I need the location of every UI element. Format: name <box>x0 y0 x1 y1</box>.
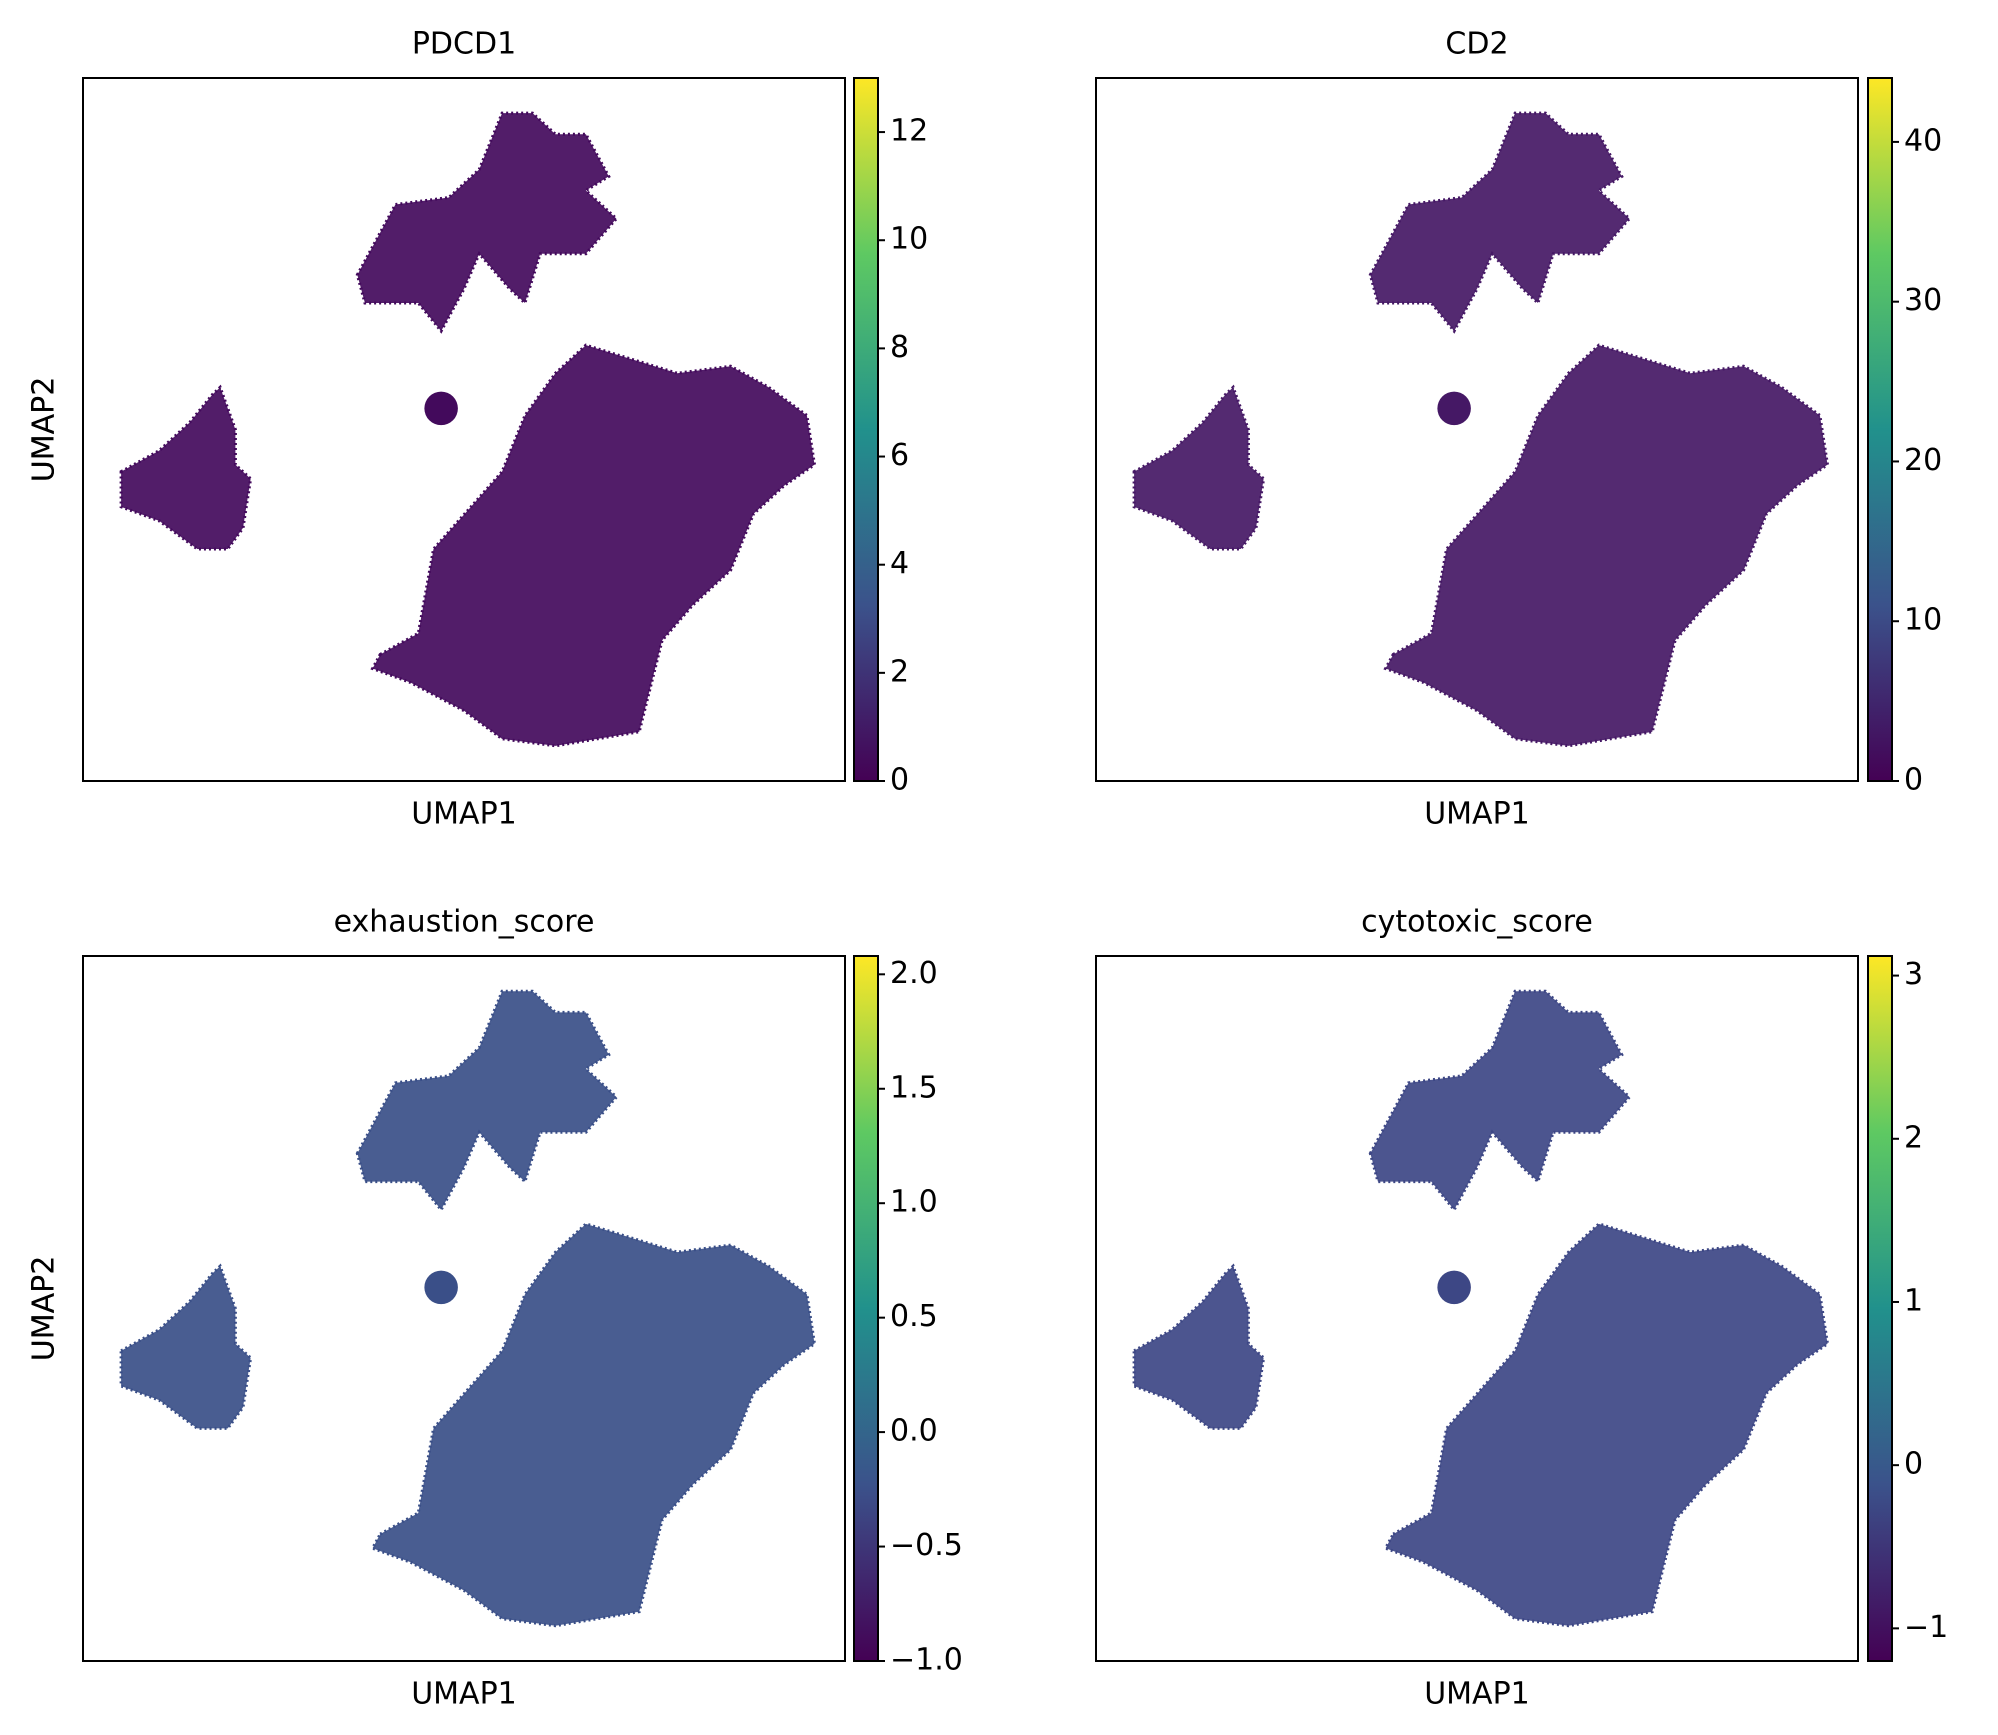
cell-cluster <box>119 1263 253 1430</box>
colorbar-tick-label: 1 <box>1904 1283 1923 1318</box>
colorbar-tick-label: 2 <box>890 654 909 689</box>
colorbar-tick-label: 0.5 <box>890 1299 938 1334</box>
colorbar-tick-label: 2.0 <box>890 956 938 991</box>
colorbar-tick-label: 3 <box>1904 957 1923 992</box>
cell-cluster <box>355 989 619 1213</box>
colorbar-tick-label: 0 <box>1904 763 1923 798</box>
cell-cluster <box>370 1222 817 1628</box>
cell-cluster <box>370 343 817 748</box>
plot-frame <box>1095 77 1859 782</box>
panel-title: cytotoxic_score <box>1361 905 1593 940</box>
cell-cluster <box>1132 384 1266 551</box>
colorbar-tick-label: 1.5 <box>890 1070 938 1105</box>
cell-cluster <box>1437 1270 1471 1305</box>
colorbar-tick-label: 20 <box>1904 443 1942 478</box>
x-axis-label: UMAP1 <box>411 1677 517 1712</box>
cell-cluster <box>424 1270 458 1305</box>
cell-cluster <box>1132 1263 1266 1430</box>
colorbar-tick-label: 12 <box>890 114 928 149</box>
colorbar-tick-label: 30 <box>1904 283 1942 318</box>
plot-frame <box>82 955 846 1662</box>
x-axis-label: UMAP1 <box>411 797 517 832</box>
colorbar <box>1867 77 1893 782</box>
cell-cluster <box>1368 111 1632 334</box>
colorbar-tick-label: 1.0 <box>890 1185 938 1220</box>
colorbar-tick-label: 0 <box>1904 1447 1923 1482</box>
cell-cluster <box>1383 343 1830 748</box>
colorbar-tick-label: −1.0 <box>890 1643 963 1678</box>
colorbar-tick-label: 2 <box>1904 1120 1923 1155</box>
plot-frame <box>82 77 846 782</box>
cell-cluster <box>1368 989 1632 1213</box>
colorbar-tick-label: 0.0 <box>890 1414 938 1449</box>
cell-cluster <box>119 384 253 551</box>
y-axis-label: UMAP2 <box>27 1256 62 1362</box>
colorbar-tick-label: 6 <box>890 438 909 473</box>
colorbar-tick-label: 10 <box>890 222 928 257</box>
colorbar <box>1867 955 1893 1662</box>
colorbar-tick-label: 0 <box>890 763 909 798</box>
colorbar-tick-label: −0.5 <box>890 1528 963 1563</box>
colorbar <box>853 955 879 1662</box>
colorbar <box>853 77 879 782</box>
cell-cluster <box>1437 391 1471 426</box>
colorbar-tick-label: −1 <box>1904 1610 1948 1645</box>
panel-title: PDCD1 <box>412 27 516 62</box>
colorbar-tick-label: 8 <box>890 330 909 365</box>
colorbar-tick-label: 40 <box>1904 123 1942 158</box>
x-axis-label: UMAP1 <box>1424 797 1530 832</box>
x-axis-label: UMAP1 <box>1424 1677 1530 1712</box>
colorbar-tick-label: 4 <box>890 546 909 581</box>
cell-cluster <box>1383 1222 1830 1628</box>
plot-frame <box>1095 955 1859 1662</box>
colorbar-tick-label: 10 <box>1904 603 1942 638</box>
panel-title: exhaustion_score <box>334 905 595 940</box>
y-axis-label: UMAP2 <box>27 1256 62 1362</box>
y-axis-label: UMAP2 <box>27 377 62 483</box>
cell-cluster <box>355 111 619 334</box>
panel-title: CD2 <box>1445 27 1508 62</box>
cell-cluster <box>424 391 458 426</box>
y-axis-label: UMAP2 <box>27 377 62 483</box>
